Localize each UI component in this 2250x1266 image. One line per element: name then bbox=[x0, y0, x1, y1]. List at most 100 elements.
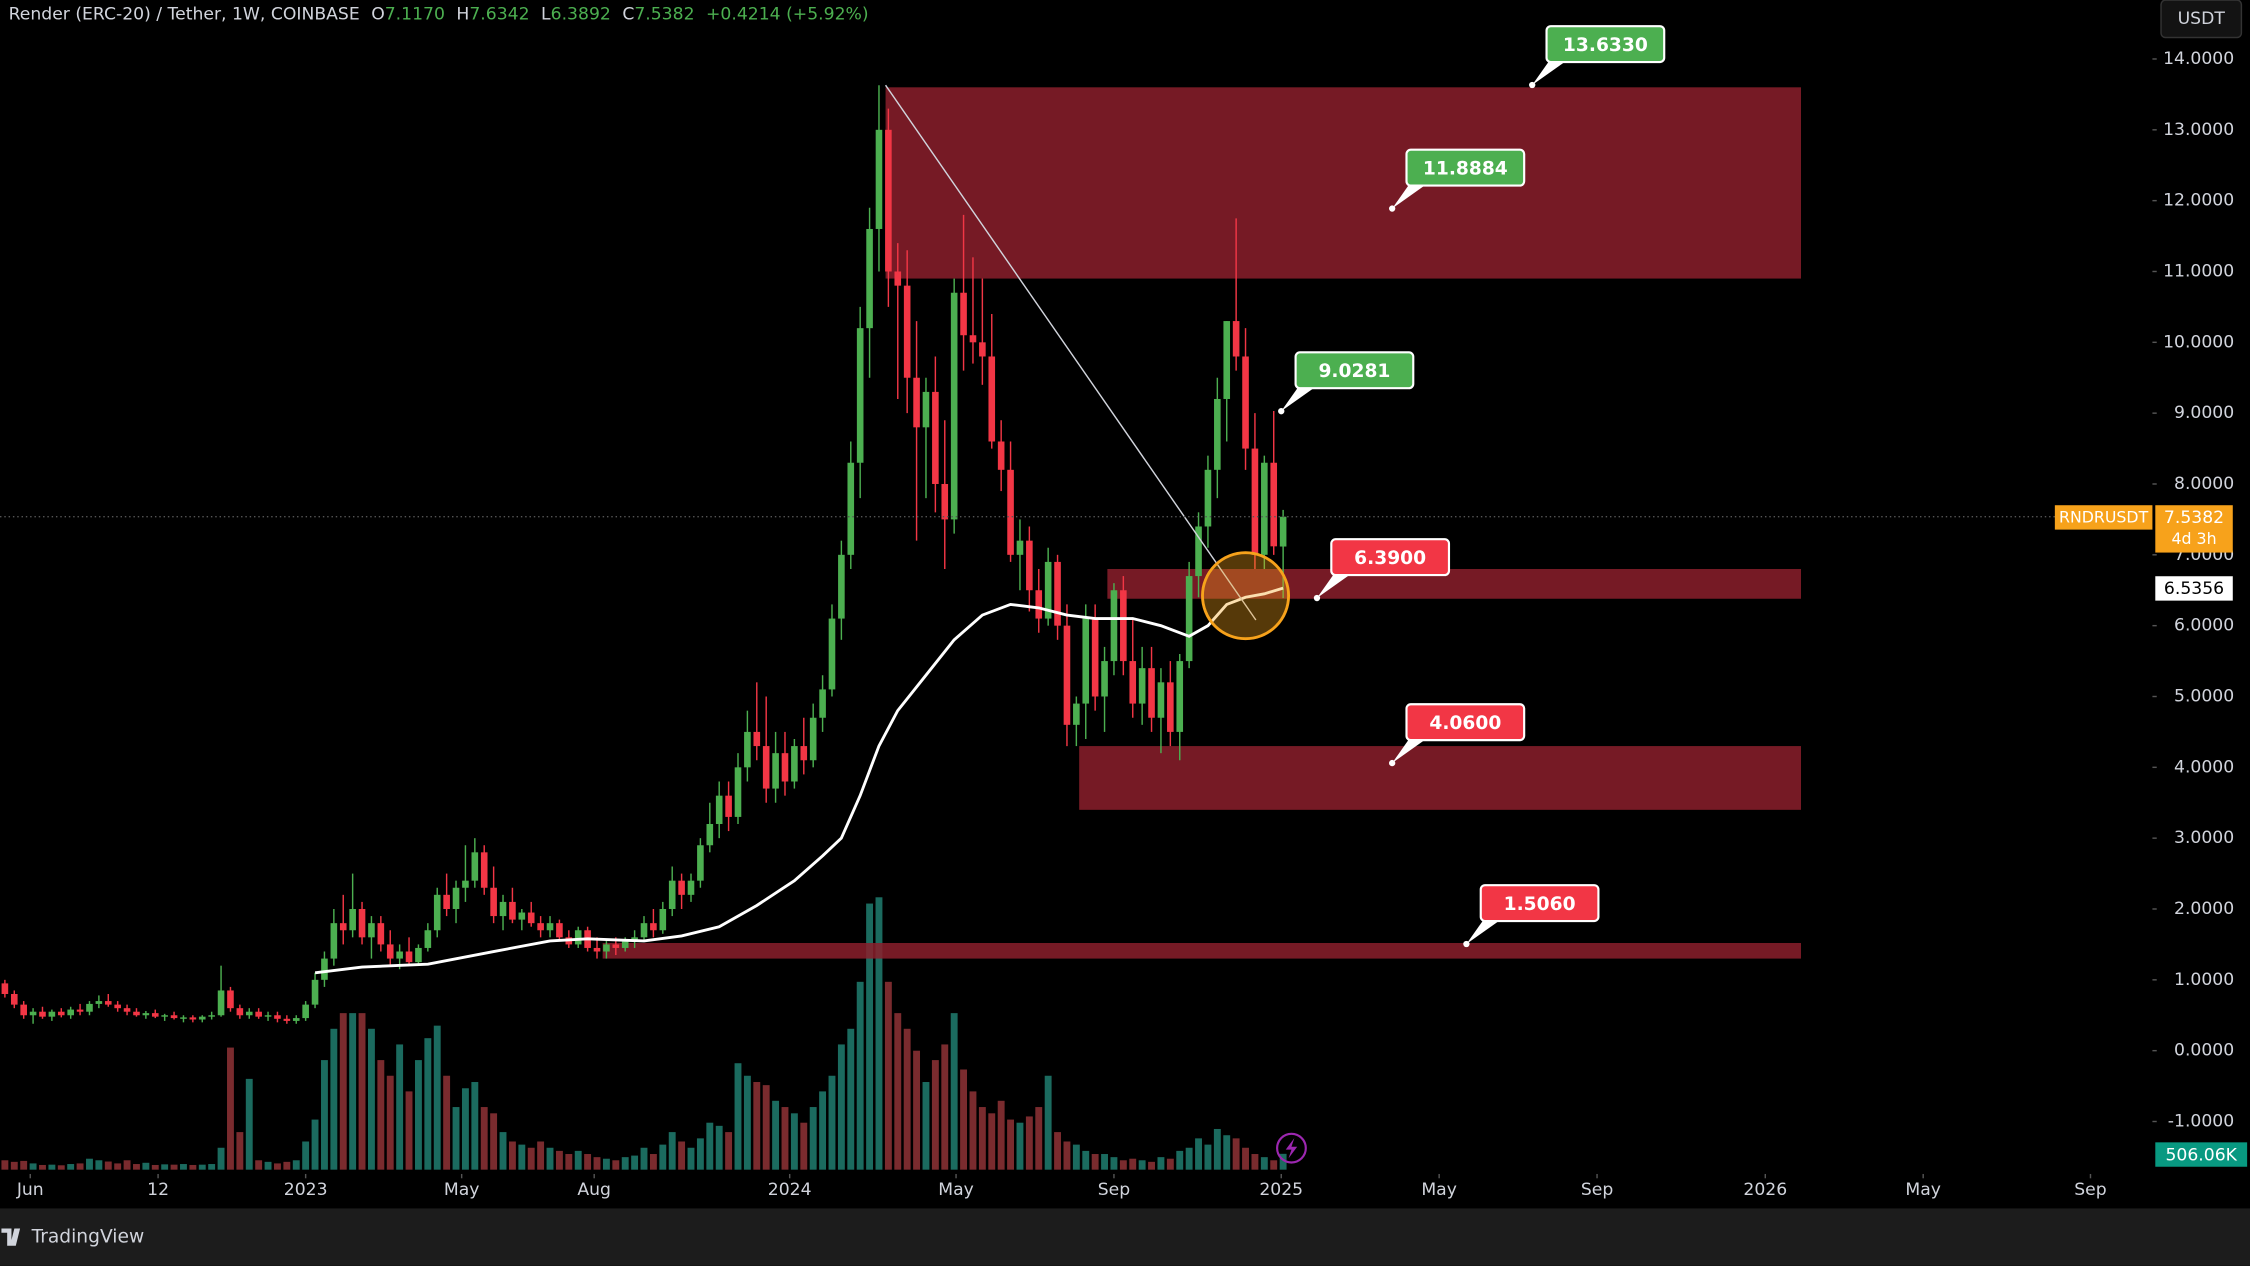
ohlc-value: 7.5382 bbox=[634, 5, 694, 25]
candle-body bbox=[321, 958, 328, 980]
trend-line bbox=[884, 84, 1257, 621]
candle-body bbox=[687, 880, 695, 895]
candle-body bbox=[697, 845, 704, 881]
volume-bar bbox=[123, 1160, 131, 1170]
candle-body bbox=[499, 901, 507, 917]
callout-label: 4.0600 bbox=[1429, 713, 1501, 734]
callout-box bbox=[1405, 703, 1526, 742]
candle-body bbox=[264, 1015, 272, 1017]
candle-body bbox=[170, 1015, 178, 1019]
volume-bar bbox=[20, 1160, 28, 1170]
volume-bar bbox=[1157, 1157, 1165, 1170]
candle-body bbox=[208, 1015, 215, 1017]
y-tick-label: 0.0000 bbox=[2174, 1041, 2234, 1061]
y-tick-label: -1.0000 bbox=[2168, 1112, 2234, 1132]
candle-body bbox=[1082, 618, 1090, 704]
candle-body bbox=[368, 923, 375, 938]
volume-bar bbox=[555, 1150, 563, 1170]
volume-bar bbox=[1185, 1147, 1193, 1170]
candle-body bbox=[377, 923, 385, 945]
callout-pointer bbox=[1392, 738, 1427, 764]
candle-body bbox=[1120, 590, 1127, 662]
volume-bar bbox=[1025, 1116, 1033, 1170]
plot-area bbox=[0, 84, 2153, 1170]
callout-box bbox=[1294, 351, 1415, 390]
volume-bar bbox=[546, 1147, 554, 1170]
volume-bar bbox=[894, 1013, 902, 1170]
y-tick-label: 12.0000 bbox=[2163, 191, 2234, 211]
volume-bar bbox=[621, 1157, 629, 1170]
volume-bar bbox=[565, 1154, 573, 1170]
candle-body bbox=[894, 271, 902, 286]
volume-bar bbox=[800, 1122, 808, 1170]
ohlc-value: 6.3892 bbox=[551, 5, 611, 25]
currency-button-bg[interactable] bbox=[2160, 0, 2243, 39]
callout-anchor bbox=[1388, 205, 1396, 212]
currency-button[interactable]: USDT bbox=[2160, 0, 2243, 39]
symbol-tag-bg bbox=[2054, 505, 2153, 530]
candle-body bbox=[39, 1011, 46, 1017]
candle-body bbox=[678, 880, 685, 895]
volume-bar bbox=[837, 1044, 845, 1170]
volume-bar bbox=[67, 1164, 75, 1170]
volume-bar bbox=[396, 1044, 404, 1170]
currency-label[interactable]: USDT bbox=[2178, 9, 2226, 29]
candle-body bbox=[1195, 526, 1202, 577]
volume-bar bbox=[452, 1107, 460, 1170]
candle-body bbox=[123, 1008, 131, 1012]
y-tick-label: 14.0000 bbox=[2163, 49, 2234, 69]
candle-body bbox=[452, 887, 460, 909]
candle-body bbox=[847, 462, 855, 555]
candle-body bbox=[151, 1013, 159, 1017]
alert-bolt bbox=[1285, 1138, 1298, 1159]
chart-header: Render (ERC-20) / Tether, 1W, COINBASE O7… bbox=[9, 5, 869, 25]
y-tick-label: 8.0000 bbox=[2174, 474, 2234, 494]
volume-bar bbox=[537, 1141, 545, 1170]
volume-bar bbox=[39, 1164, 46, 1170]
candle-body bbox=[838, 554, 845, 619]
callout-pointer bbox=[1392, 184, 1427, 209]
candle-body bbox=[133, 1011, 140, 1016]
candle-body bbox=[603, 944, 610, 952]
alert-circle[interactable] bbox=[1276, 1132, 1307, 1164]
candle-body bbox=[274, 1015, 281, 1019]
candle-body bbox=[706, 823, 714, 846]
y-tick-label: 11.0000 bbox=[2163, 261, 2234, 281]
candle-body bbox=[1026, 540, 1033, 591]
volume-bar bbox=[584, 1154, 592, 1170]
candle-body bbox=[227, 990, 234, 1009]
volume-bar bbox=[631, 1155, 639, 1170]
candle-body bbox=[1054, 561, 1061, 626]
volume-bar bbox=[471, 1082, 479, 1170]
zone bbox=[1079, 746, 1802, 810]
candle-body bbox=[302, 1004, 309, 1019]
volume-bar bbox=[161, 1164, 169, 1170]
volume-bar bbox=[875, 897, 883, 1170]
volume-bar bbox=[1270, 1160, 1278, 1170]
y-tick-label: 5.0000 bbox=[2174, 686, 2234, 706]
volume-bar bbox=[189, 1164, 197, 1170]
candle-body bbox=[330, 923, 338, 959]
volume-bar bbox=[86, 1158, 93, 1170]
x-tick-label: Aug bbox=[577, 1180, 611, 1200]
volume-bar bbox=[734, 1063, 742, 1170]
volume-bar bbox=[1166, 1158, 1174, 1170]
volume-bar bbox=[377, 1060, 385, 1170]
candle-body bbox=[1007, 469, 1014, 555]
candle-body bbox=[358, 908, 366, 938]
x-tick-label: 2023 bbox=[284, 1180, 328, 1200]
candle-body bbox=[20, 1004, 27, 1016]
volume-bar bbox=[170, 1164, 178, 1170]
x-tick-label: May bbox=[444, 1180, 480, 1200]
ma-tag: 6.5356 bbox=[2164, 579, 2224, 599]
volume-bar bbox=[302, 1141, 310, 1170]
alert-icon[interactable] bbox=[1276, 1132, 1307, 1164]
callout-pointer bbox=[1466, 919, 1501, 944]
volume-bar bbox=[198, 1164, 206, 1170]
candle-body bbox=[903, 285, 911, 378]
candle-body bbox=[913, 377, 920, 428]
volume-bar bbox=[1016, 1122, 1024, 1170]
candle-body bbox=[734, 767, 742, 817]
volume-bar bbox=[95, 1160, 103, 1170]
volume-bar bbox=[367, 1028, 375, 1170]
